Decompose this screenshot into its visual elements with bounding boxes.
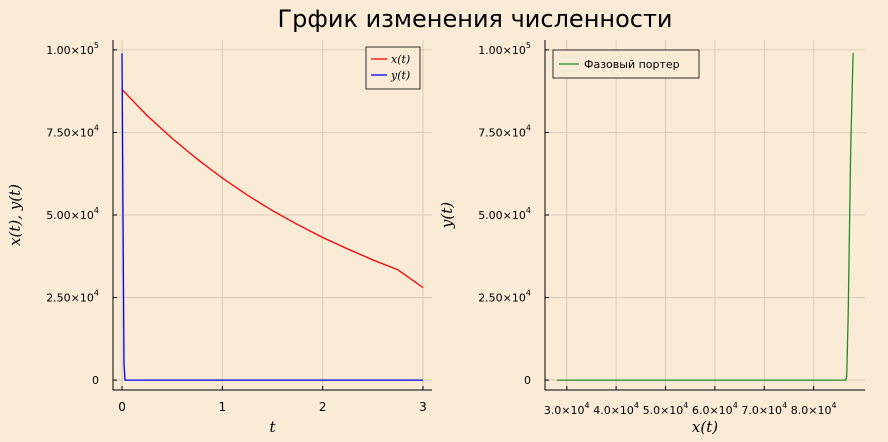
y-tick-label-0: 0 xyxy=(524,374,531,387)
y-tick-label-1: 2.50×104 xyxy=(46,289,99,305)
legend: Фазовый портер xyxy=(552,49,700,79)
x-tick-label-0: 3.0×104 xyxy=(544,401,590,417)
legend-label-0: x(t) xyxy=(391,53,410,66)
x-tick-label-2: 2 xyxy=(319,400,327,414)
y-axis-label: x(t), y(t) xyxy=(6,184,24,246)
x-axis-label: t xyxy=(269,418,276,436)
x-tick-label-1: 1 xyxy=(219,400,227,414)
x-tick-label-3: 6.0×104 xyxy=(692,401,738,417)
y-tick-label-3: 7.50×104 xyxy=(46,123,99,139)
panel-phase-portrait: 3.0×104 4.0×104 5.0×104 6.0×104 7.0×104 8.0×1… xyxy=(438,40,865,436)
y-tick-label-0: 0 xyxy=(92,374,99,387)
y-tick-label-2: 5.00×104 xyxy=(46,206,99,222)
x-tick-label-3: 3 xyxy=(419,400,427,414)
x-tick-label-2: 5.0×104 xyxy=(643,401,689,417)
x-tick-label-4: 7.0×104 xyxy=(741,401,787,417)
y-tick-label-1: 2.50×104 xyxy=(478,289,531,305)
y-tick-label-4: 1.00×105 xyxy=(46,41,99,57)
legend-label-1: y(t) xyxy=(390,69,410,82)
panel-time-series: 0 1 2 3 0 2.50×104 5.00×104 7.50×104 1.00×105 t x(… xyxy=(6,40,432,436)
legend-box xyxy=(365,46,421,90)
legend: x(t) y(t) xyxy=(365,46,421,90)
y-axis-label: y(t) xyxy=(438,202,456,229)
y-tick-label-3: 7.50×104 xyxy=(478,123,531,139)
series-line-x-t- xyxy=(121,89,424,289)
series-line-фазовый-портер xyxy=(556,53,854,381)
chart-title: Грфик изменения численности xyxy=(277,5,672,33)
x-tick-label-1: 4.0×104 xyxy=(593,401,639,417)
x-tick-label-5: 8.0×104 xyxy=(791,401,837,417)
series-line-y-t- xyxy=(121,53,423,381)
legend-label-0: Фазовый портер xyxy=(584,58,680,71)
x-axis-label: x(t) xyxy=(692,418,718,436)
y-tick-label-2: 5.00×104 xyxy=(478,206,531,222)
x-tick-label-0: 0 xyxy=(118,400,126,414)
y-tick-label-4: 1.00×105 xyxy=(478,41,531,57)
